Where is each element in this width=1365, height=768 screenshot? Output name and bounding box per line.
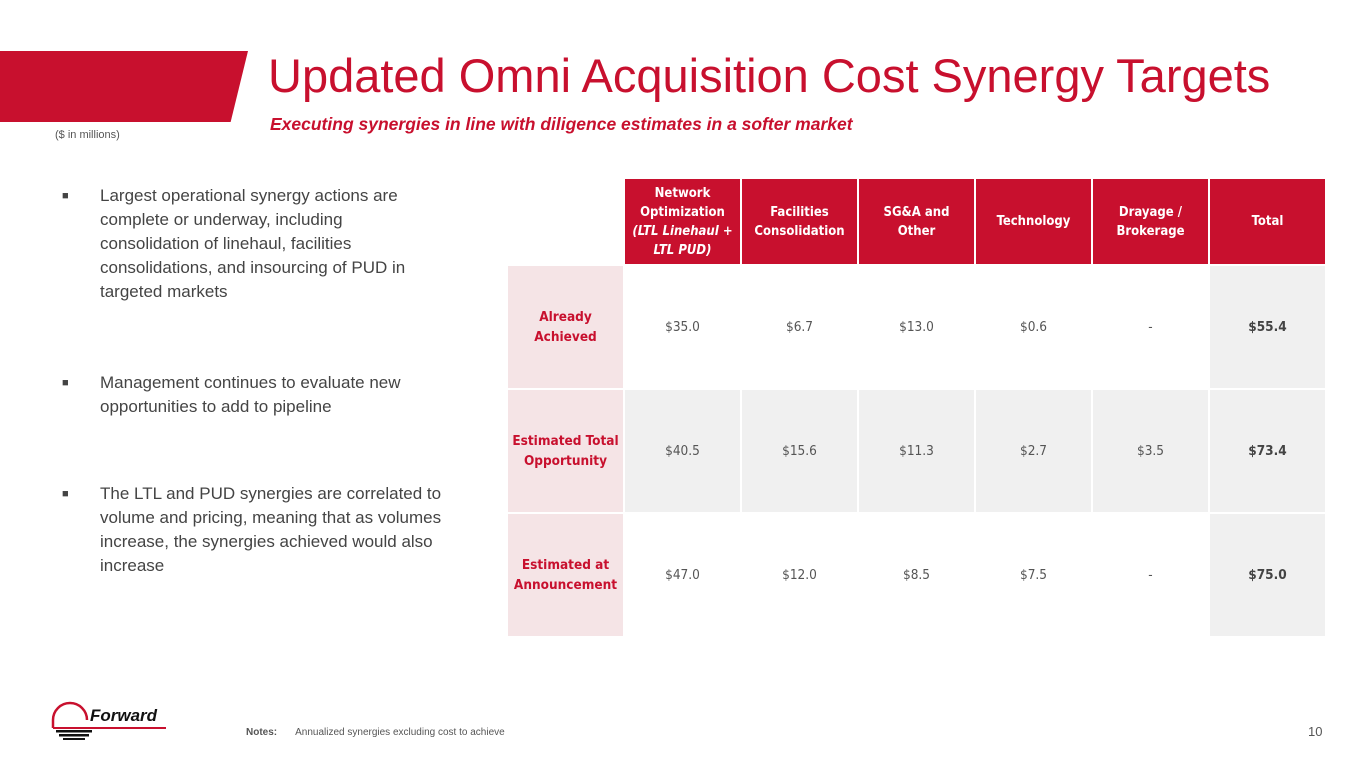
units-note: ($ in millions) xyxy=(55,129,120,141)
notes-text: Annualized synergies excluding cost to a… xyxy=(295,727,505,738)
table-cell: $15.6 xyxy=(742,390,857,512)
total-cell: $73.4 xyxy=(1210,390,1325,512)
bullet-item: ■ The LTL and PUD synergies are correlate… xyxy=(62,482,442,578)
column-header: SG&A and Other xyxy=(859,179,974,264)
table-cell: $11.3 xyxy=(859,390,974,512)
header-banner xyxy=(0,51,248,122)
table-cell: $13.0 xyxy=(859,266,974,388)
table-cell: $47.0 xyxy=(625,514,740,636)
bullet-icon: ■ xyxy=(62,190,69,202)
forward-logo: Forward xyxy=(50,700,172,747)
total-cell: $55.4 xyxy=(1210,266,1325,388)
footer-notes: Notes: Annualized synergies excluding cos… xyxy=(246,727,505,738)
table-cell: $3.5 xyxy=(1093,390,1208,512)
svg-text:Forward: Forward xyxy=(90,706,158,725)
column-header: Technology xyxy=(976,179,1091,264)
page-title: Updated Omni Acquisition Cost Synergy Ta… xyxy=(268,49,1271,102)
column-header: Drayage / Brokerage xyxy=(1093,179,1208,264)
table-cell: $8.5 xyxy=(859,514,974,636)
table-corner xyxy=(508,179,623,264)
synergy-table: Network Optimization (LTL Linehaul + LTL … xyxy=(508,179,1325,636)
page-number: 10 xyxy=(1308,724,1323,739)
bullet-text: Largest operational synergy actions are … xyxy=(100,186,406,301)
row-header: Estimated at Announcement xyxy=(508,514,623,636)
column-header-label: Network Optimization xyxy=(640,185,725,220)
table-cell: $0.6 xyxy=(976,266,1091,388)
notes-label: Notes: xyxy=(246,727,278,738)
column-header: Total xyxy=(1210,179,1325,264)
table-cell: $12.0 xyxy=(742,514,857,636)
bullet-icon: ■ xyxy=(62,377,69,389)
bullet-text: Management continues to evaluate new opp… xyxy=(100,373,401,416)
table-cell: - xyxy=(1093,514,1208,636)
column-header: Facilities Consolidation xyxy=(742,179,857,264)
bullet-icon: ■ xyxy=(62,488,69,500)
total-cell: $75.0 xyxy=(1210,514,1325,636)
row-header: Already Achieved xyxy=(508,266,623,388)
table-cell: $40.5 xyxy=(625,390,740,512)
page-subtitle: Executing synergies in line with diligen… xyxy=(270,114,853,134)
bullet-text: The LTL and PUD synergies are correlated… xyxy=(100,484,442,575)
table-cell: - xyxy=(1093,266,1208,388)
table-cell: $6.7 xyxy=(742,266,857,388)
column-header: Network Optimization (LTL Linehaul + LTL … xyxy=(625,179,740,264)
row-header: Estimated Total Opportunity xyxy=(508,390,623,512)
bullet-item: ■ Management continues to evaluate new op… xyxy=(62,371,442,419)
table-cell: $35.0 xyxy=(625,266,740,388)
table-cell: $2.7 xyxy=(976,390,1091,512)
table-cell: $7.5 xyxy=(976,514,1091,636)
bullet-item: ■ Largest operational synergy actions are… xyxy=(62,184,442,304)
column-header-sub: (LTL Linehaul + LTL PUD) xyxy=(632,223,733,258)
